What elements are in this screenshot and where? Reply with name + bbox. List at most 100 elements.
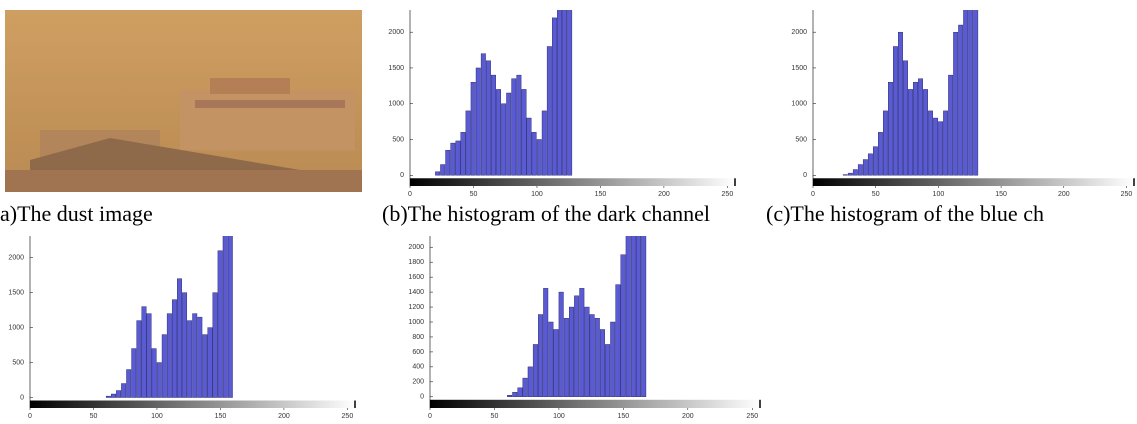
bar [455,140,461,176]
bar [450,142,456,176]
bar [908,89,913,176]
dust-image [5,10,362,192]
x-tick-label: 50 [872,191,880,198]
y-tick-label: 0 [400,172,404,179]
bar [963,10,969,176]
histogram-chart: 0 500 1000 1500 2000 0 50 100 150 200 250 [791,10,1135,198]
bar [126,369,132,398]
y-tick-label: 1000 [408,319,424,326]
caption: (c)The histogram of the blue ch [766,201,1044,226]
y-tick-label: 800 [412,334,424,341]
bar [116,390,122,398]
bar [620,254,626,397]
bar [121,383,127,398]
y-tick-label: 2000 [8,255,24,262]
bar [532,344,538,397]
bar [192,313,198,398]
x-tick-label: 150 [595,191,607,198]
bar [501,103,507,176]
bar [517,387,523,397]
bar [541,110,547,176]
x-tick-label: 50 [90,413,98,420]
bar [862,159,868,176]
bar [615,284,621,397]
y-tick-label: 500 [392,136,404,143]
bar [928,110,933,176]
y-tick-label: 1000 [8,324,24,331]
bar [161,334,167,398]
bar [470,82,476,176]
plot-area [105,236,233,398]
x-tick-label: 150 [215,413,227,420]
bar [943,110,949,176]
bar [512,392,518,397]
y-tick-label: 400 [412,364,424,371]
bar [105,395,111,398]
bar [872,146,878,176]
bar [867,153,873,176]
x-tick-label: 0 [28,413,32,420]
x-tick-label: 50 [491,413,499,420]
x-tick-label: 100 [151,413,163,420]
plot-area [507,236,647,397]
bar [563,318,569,397]
y-tick-label: 600 [412,349,424,356]
bar [202,334,208,398]
bar [531,132,537,176]
bar [548,321,554,397]
bar [847,172,853,176]
bar [546,46,552,176]
bar [630,236,636,397]
y-tick-label: 500 [12,359,24,366]
x-tick-label: 100 [933,191,945,198]
x-tick-label: 200 [278,413,290,420]
y-tick-label: 0 [420,394,424,401]
bar [207,327,213,398]
bar [543,288,549,397]
bar [496,89,502,176]
y-tick-label: 1600 [408,274,424,281]
y-tick-label: 500 [795,136,807,143]
bar [842,174,848,176]
bar [171,299,177,398]
bar [522,377,528,397]
x-tick-label: 250 [342,413,354,420]
bar [562,10,568,176]
bar [156,362,162,398]
bar [599,329,605,397]
bar [567,10,573,176]
bar [166,313,172,398]
bar [553,329,559,397]
x-tick-label: 0 [811,191,815,198]
bar [589,314,595,397]
bar [953,31,959,176]
bar [569,306,574,397]
x-tick-label: 250 [746,413,758,420]
bar [636,236,642,397]
x-tick-label: 150 [618,413,630,420]
bar [958,24,964,176]
bar [526,117,532,176]
histogram-chart: 0 500 1000 1500 2000 0 50 100 150 200 250 [388,10,736,198]
bar [527,366,533,397]
bar [177,278,182,398]
bar [507,395,513,397]
bar [878,132,883,176]
bar [182,292,188,398]
y-tick-label: 0 [803,172,807,179]
bar [888,82,893,176]
plot-area [842,10,979,176]
bar [579,288,585,397]
bar [574,295,580,397]
bar [538,314,544,397]
y-tick-label: 1500 [8,289,24,296]
bar [136,320,142,398]
caption: (b)The histogram of the dark channel [382,201,710,226]
bar [625,236,631,397]
histogram-chart: 0 200 400 600 800 1000 1200 1400 1600 1800 2000 0 50… [408,236,761,420]
bar [857,164,863,176]
bar [933,117,938,176]
bar [594,318,600,397]
bar [610,321,616,397]
